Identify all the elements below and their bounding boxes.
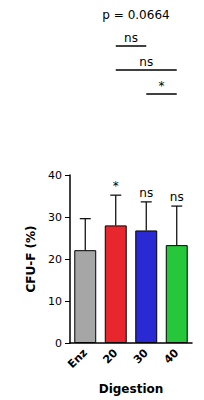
svg-text:0: 0 — [55, 337, 62, 350]
svg-text:20: 20 — [100, 346, 120, 366]
svg-text:30: 30 — [131, 346, 151, 366]
svg-text:ns: ns — [170, 190, 184, 204]
svg-text:10: 10 — [48, 295, 62, 308]
svg-text:Enz: Enz — [65, 346, 90, 371]
svg-text:40: 40 — [48, 169, 62, 182]
svg-text:20: 20 — [48, 253, 62, 266]
svg-text:ns: ns — [124, 31, 138, 45]
svg-text:*: * — [113, 179, 119, 193]
svg-text:30: 30 — [48, 211, 62, 224]
svg-text:40: 40 — [161, 346, 181, 366]
svg-text:CFU-F (%): CFU-F (%) — [24, 225, 38, 292]
svg-text:p = 0.0664: p = 0.0664 — [102, 8, 169, 22]
svg-text:ns: ns — [139, 55, 153, 69]
svg-text:ns: ns — [139, 186, 153, 200]
svg-text:*: * — [159, 79, 165, 93]
svg-text:Digestion: Digestion — [99, 382, 164, 396]
